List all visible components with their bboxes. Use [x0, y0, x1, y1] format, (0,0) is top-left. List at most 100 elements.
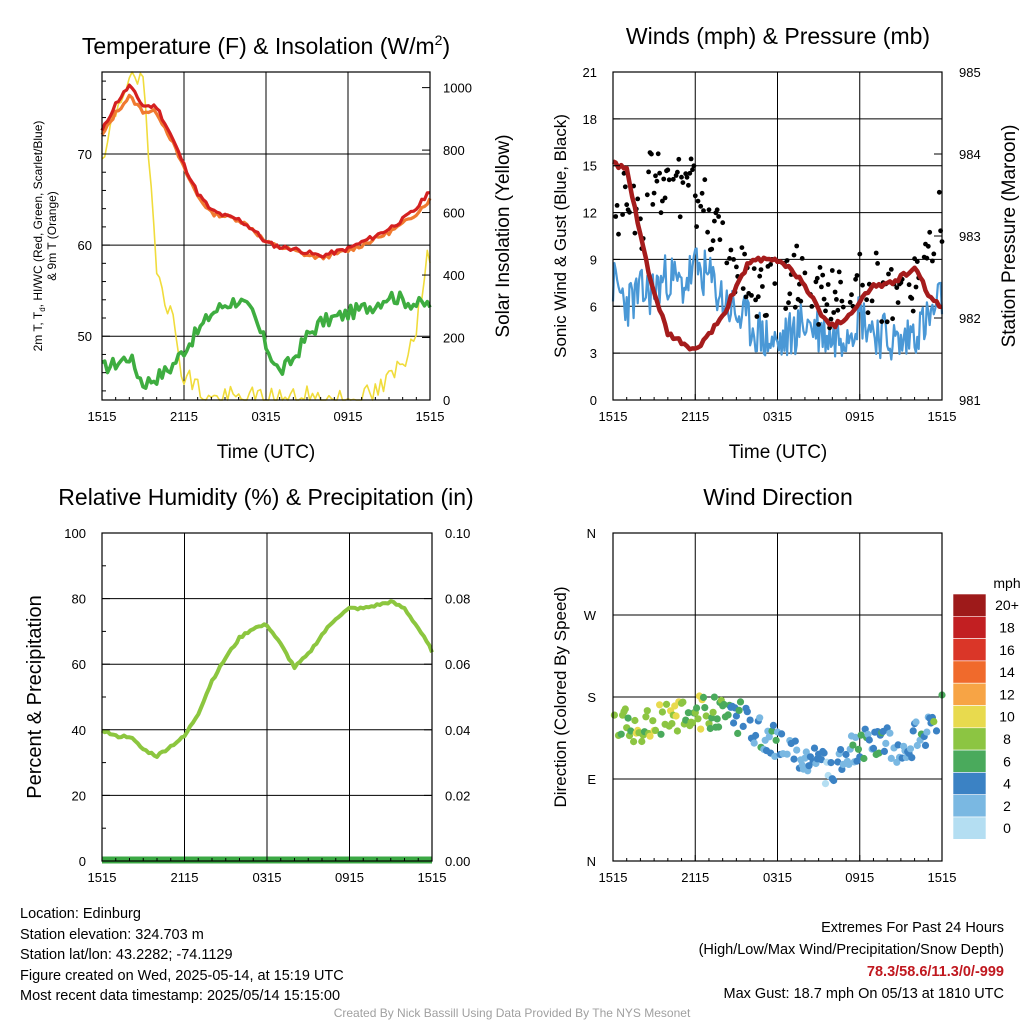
extremes-info: Extremes For Past 24 Hours (High/Low/Max… [699, 917, 1004, 1005]
colorbar-swatch [952, 638, 987, 662]
y2-tick-label: 0 [443, 393, 450, 408]
gust-point [821, 296, 827, 302]
gust-point [614, 203, 620, 208]
direction-point [778, 730, 786, 738]
direction-point [875, 749, 883, 757]
x-tick-label: 1515 [599, 409, 628, 424]
x-tick-label: 2115 [170, 409, 198, 424]
gust-point [931, 251, 937, 257]
gust-point [690, 167, 695, 173]
winds-title: Winds (mph) & Pressure (mb) [626, 23, 930, 49]
gust-point [857, 251, 863, 257]
series-line-relative-humidity [100, 599, 434, 759]
temperature-title: Temperature (F) & Insolation (W/m2) [82, 32, 450, 59]
series-line-2m-t [100, 83, 431, 259]
direction-point [860, 754, 868, 763]
colorbar-label: 4 [1003, 776, 1011, 792]
colorbar-swatch [952, 749, 987, 773]
y2-tick-label: 984 [959, 147, 981, 162]
credit-text: Created By Nick Bassill Using Data Provi… [333, 1006, 691, 1020]
gust-point [622, 184, 628, 190]
extremes-values: 78.3/58.6/11.3/0/-999 [866, 964, 1004, 980]
x-tick-label: 0315 [253, 870, 282, 885]
winds-ticks: 1515 2115 0315 0915 151503691215182198198298… [583, 65, 981, 424]
y2-tick-label: 0.06 [445, 657, 470, 672]
y2-tick-label: 0.08 [445, 592, 470, 607]
winds-ylabel: Sonic Wind & Gust (Blue, Black) [551, 114, 570, 358]
gust-point [660, 198, 665, 204]
direction-point [887, 754, 895, 763]
gust-point [936, 189, 942, 195]
x-tick-label: 0915 [845, 409, 874, 424]
direction-point [790, 755, 798, 763]
y-tick-label: W [584, 608, 597, 623]
gust-point [709, 246, 715, 252]
colorbar-swatch [952, 816, 987, 840]
direction-point [908, 754, 916, 762]
x-tick-label: 0915 [845, 870, 874, 885]
extremes-subtitle: (High/Low/Max Wind/Precipitation/Snow De… [698, 942, 1004, 958]
gust-point [879, 319, 885, 324]
gust-point [853, 276, 858, 282]
gust-point [787, 291, 793, 297]
humidity-ylabel: Percent & Precipitation [24, 595, 46, 798]
direction-point [693, 704, 701, 712]
gust-point [749, 293, 754, 298]
y-tick-label: 0 [590, 393, 597, 408]
gust-point [666, 177, 672, 183]
gust-point [758, 267, 764, 272]
gust-point [686, 182, 691, 188]
gust-point [710, 238, 716, 244]
winds-xlabel: Time (UTC) [729, 442, 828, 463]
winds-series [611, 150, 945, 361]
direction-point [668, 720, 676, 728]
y2-tick-label: 981 [959, 393, 981, 408]
colorbar-label: 10 [999, 709, 1015, 725]
gust-point [670, 176, 676, 182]
y2-tick-label: 400 [443, 268, 465, 283]
gust-point [864, 297, 869, 303]
colorbar-label: 2 [1003, 798, 1011, 814]
direction-point [739, 722, 747, 731]
y-tick-label: 50 [78, 329, 92, 344]
direction-series [610, 691, 946, 788]
gust-point [712, 218, 717, 224]
station-info: Location: Edinburg Station elevation: 32… [20, 904, 344, 1007]
gust-point [724, 260, 730, 266]
y-tick-label: 18 [583, 112, 597, 127]
gust-point [727, 256, 732, 261]
gust-point [895, 300, 901, 305]
gust-point [836, 269, 842, 275]
x-tick-label: 1515 [88, 870, 117, 885]
direction-point [821, 780, 830, 788]
direction-point [702, 712, 710, 720]
direction-point [791, 737, 799, 745]
gust-point [653, 173, 658, 179]
gust-point [927, 229, 933, 235]
gust-point [834, 297, 839, 302]
gust-point [860, 282, 865, 288]
insolation-ylabel: Solar Insolation (Yellow) [493, 134, 514, 337]
series-line-station-pressure [612, 159, 943, 352]
gust-point [799, 256, 805, 261]
colorbar-swatch [952, 794, 987, 818]
direction-point [730, 719, 738, 727]
direction-point [801, 754, 809, 762]
direction-point [932, 727, 941, 735]
direction-point [732, 712, 741, 720]
direction-ylabel: Direction (Colored By Speed) [551, 586, 570, 807]
gust-point [840, 304, 846, 310]
colorbar-swatch [952, 593, 987, 617]
gust-point [930, 258, 935, 264]
direction-point [710, 693, 719, 701]
y2-tick-label: 0.00 [445, 854, 470, 869]
humidity-grid [102, 533, 432, 861]
x-tick-label: 1515 [599, 870, 628, 885]
gust-point [739, 245, 745, 251]
colorbar-swatch [952, 660, 987, 684]
direction-point [837, 746, 845, 754]
y-tick-label: 15 [583, 159, 597, 174]
gust-point [691, 163, 697, 169]
gust-point [888, 267, 894, 272]
y-tick-label: 6 [590, 299, 597, 314]
